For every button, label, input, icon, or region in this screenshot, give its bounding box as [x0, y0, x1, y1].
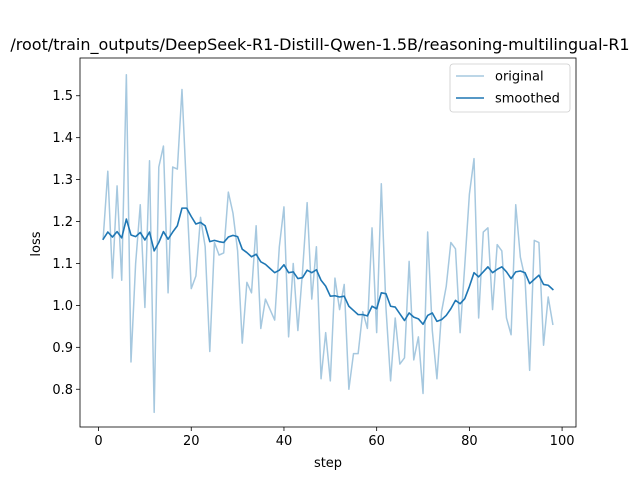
y-tick-label: 1.4 [52, 131, 73, 146]
y-axis-label: loss [29, 231, 44, 256]
x-tick-label: 60 [368, 434, 385, 449]
y-tick-label: 1.3 [52, 173, 73, 188]
y-tick-label: 1.2 [52, 215, 73, 230]
plot-frame [79, 57, 577, 428]
y-tick-label: 0.9 [52, 341, 73, 356]
plot-area: 0 20 40 60 80 100 0.8 0.9 1.0 1.1 1.2 1.3 1.4 1.5 orig… [52, 57, 577, 449]
x-tick-label: 80 [461, 434, 478, 449]
x-tick-label: 20 [183, 434, 200, 449]
legend-label-smoothed: smoothed [495, 92, 560, 107]
series-line-original [102, 74, 554, 414]
x-axis-label: step [314, 456, 342, 471]
legend-label-original: original [495, 70, 544, 85]
x-tick-label: 40 [276, 434, 293, 449]
y-tick-label: 1.0 [52, 299, 73, 314]
x-tick-label: 0 [94, 434, 102, 449]
x-tick-label: 100 [550, 434, 575, 449]
y-tick-label: 0.8 [52, 383, 73, 398]
y-tick-label: 1.5 [52, 89, 73, 104]
series-line-smoothed [102, 207, 554, 326]
chart-title: /root/train_outputs/DeepSeek-R1-Distill-… [10, 35, 629, 55]
y-tick-label: 1.1 [52, 257, 73, 272]
